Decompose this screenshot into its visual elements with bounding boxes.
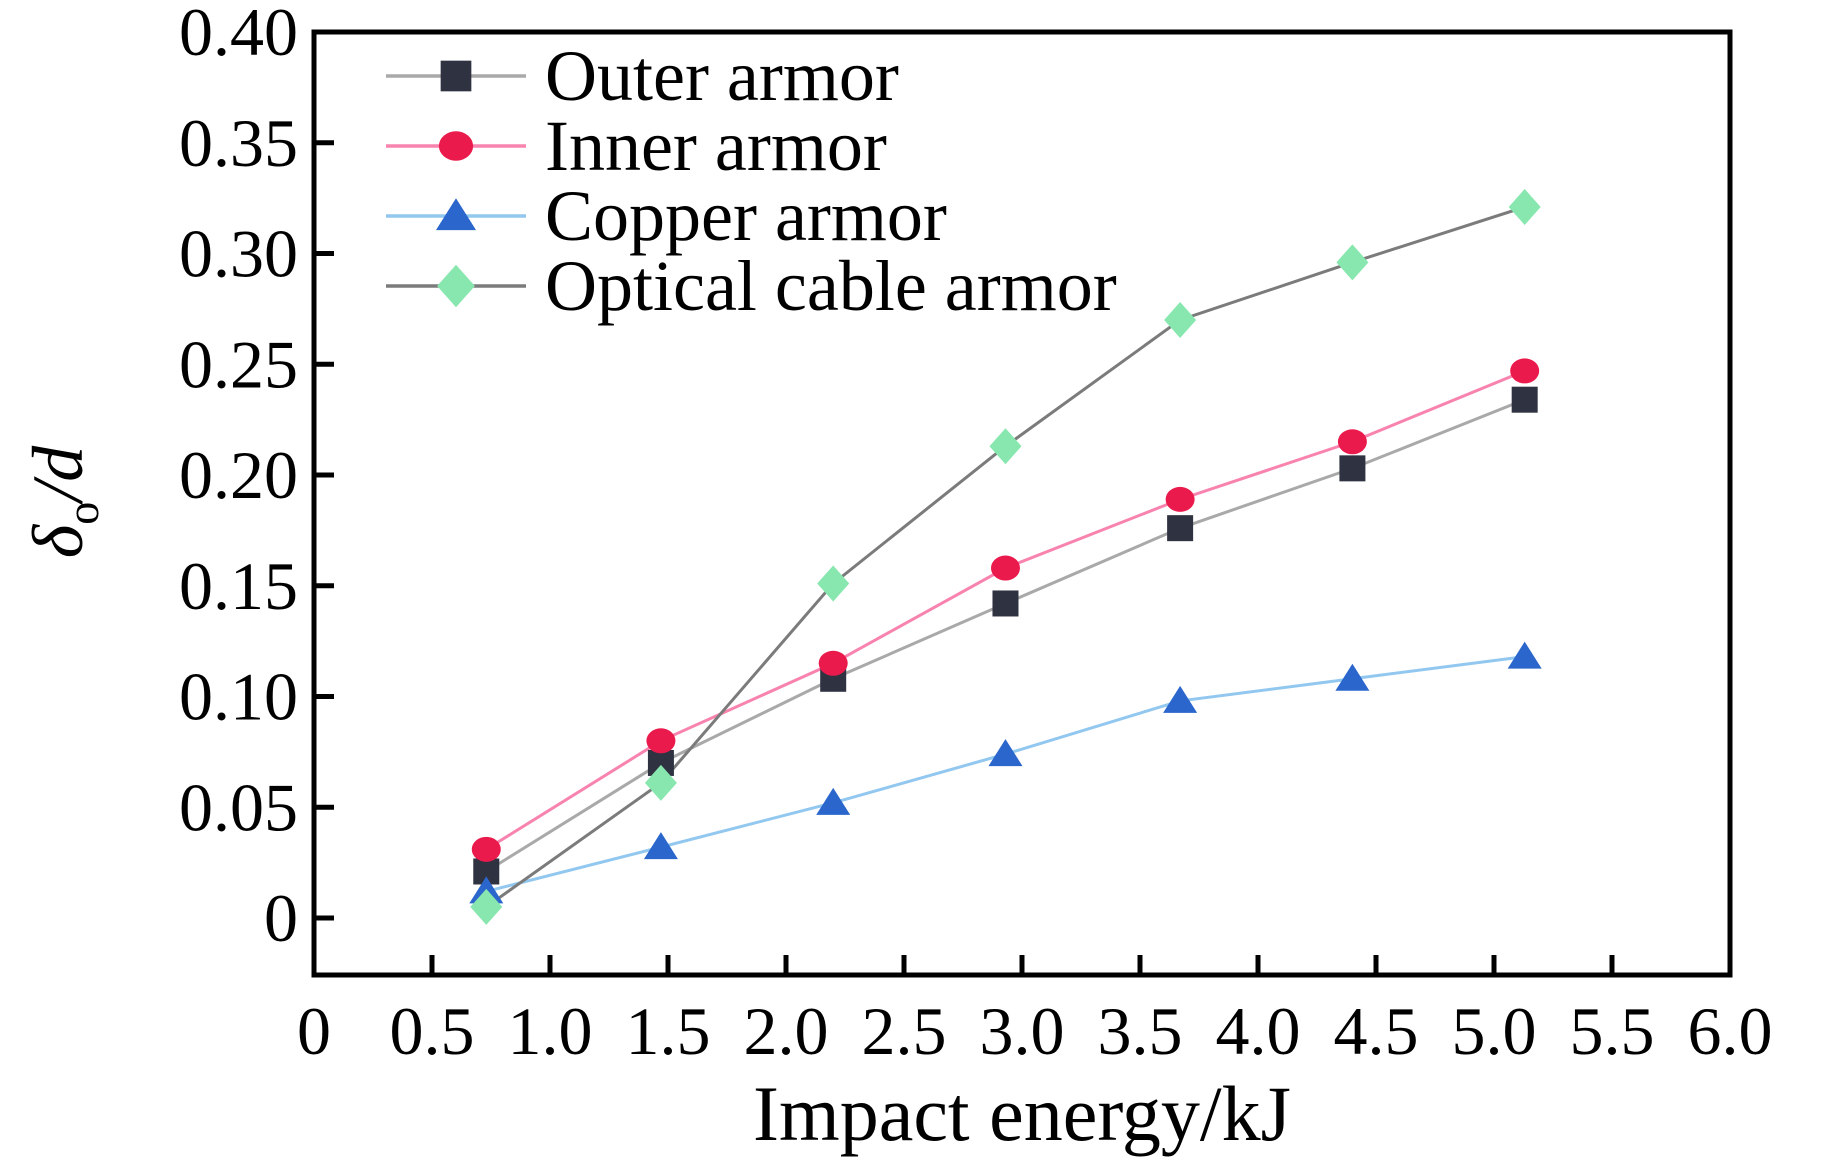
data-point-optical-cable-armor <box>470 888 503 925</box>
data-point-inner-armor <box>1337 429 1367 455</box>
legend-item-copper-armor: Copper armor <box>386 176 947 256</box>
x-tick-label: 3.5 <box>1098 993 1183 1069</box>
data-point-outer-armor <box>1511 386 1538 413</box>
data-point-inner-armor <box>471 836 501 862</box>
x-tick-label: 4.5 <box>1334 993 1419 1069</box>
y-tick-label: 0.40 <box>179 0 298 70</box>
data-point-optical-cable-armor <box>644 764 677 801</box>
data-point-optical-cable-armor <box>989 428 1022 465</box>
y-axis-title-delta: δ <box>18 523 98 558</box>
y-tick-label: 0.05 <box>179 769 298 845</box>
data-point-inner-armor <box>990 555 1020 581</box>
legend-marker-copper-armor <box>435 198 477 231</box>
y-axis-title: δo/d <box>18 445 108 558</box>
x-tick-label: 5.5 <box>1570 993 1655 1069</box>
series-markers <box>469 188 1542 925</box>
y-tick-label: 0.30 <box>179 216 298 292</box>
y-tick-label: 0 <box>264 880 298 956</box>
x-tick-label: 3.0 <box>980 993 1065 1069</box>
data-point-inner-armor <box>818 650 848 676</box>
legend-label-outer-armor: Outer armor <box>545 36 899 116</box>
x-axis-title: Impact energy/kJ <box>753 1070 1291 1157</box>
y-axis-tick-labels: 0 0.05 0.10 0.15 0.20 0.25 0.30 0.35 0.40 <box>179 0 298 956</box>
y-axis-title-subscript: o <box>57 502 108 525</box>
legend-label-inner-armor: Inner armor <box>545 106 887 186</box>
data-point-inner-armor <box>646 728 676 754</box>
data-point-optical-cable-armor <box>817 565 850 602</box>
data-point-copper-armor <box>1335 663 1370 691</box>
data-point-inner-armor <box>1165 486 1195 512</box>
legend-item-outer-armor: Outer armor <box>386 36 899 116</box>
data-point-outer-armor <box>1167 515 1194 542</box>
y-axis-title-rest: /d <box>18 445 98 506</box>
series-line-outer-armor <box>485 398 1526 873</box>
legend-item-optical-cable-armor: Optical cable armor <box>386 246 1117 326</box>
data-point-copper-armor <box>643 832 678 860</box>
x-tick-label: 2.0 <box>744 993 829 1069</box>
legend-label-copper-armor: Copper armor <box>545 176 947 256</box>
x-tick-label: 6.0 <box>1688 993 1773 1069</box>
x-tick-label: 4.0 <box>1216 993 1301 1069</box>
x-tick-label: 0 <box>297 993 331 1069</box>
x-tick-label: 5.0 <box>1452 993 1537 1069</box>
data-point-copper-armor <box>816 787 851 815</box>
x-tick-label: 1.5 <box>626 993 711 1069</box>
x-axis-tick-labels: 0 0.5 1.0 1.5 2.0 2.5 3.0 3.5 4.0 4.5 5.0 5.5 6.0 <box>297 993 1773 1069</box>
data-point-outer-armor <box>992 590 1019 617</box>
x-tick-label: 2.5 <box>862 993 947 1069</box>
plot-frame <box>311 29 1733 978</box>
legend-label-optical-cable-armor: Optical cable armor <box>545 246 1117 326</box>
data-point-copper-armor <box>1163 685 1198 713</box>
data-point-inner-armor <box>1510 358 1540 384</box>
data-point-copper-armor <box>988 739 1023 767</box>
x-tick-label: 1.0 <box>508 993 593 1069</box>
x-tick-label: 0.5 <box>390 993 475 1069</box>
y-tick-label: 0.20 <box>179 437 298 513</box>
y-tick-label: 0.10 <box>179 659 298 735</box>
legend-marker-inner-armor <box>438 131 474 161</box>
legend-marker-outer-armor <box>440 60 472 92</box>
y-tick-label: 0.35 <box>179 105 298 181</box>
y-axis-ticks <box>314 140 334 921</box>
legend-marker-optical-cable-armor <box>437 264 475 308</box>
y-tick-label: 0.15 <box>179 548 298 624</box>
data-point-outer-armor <box>1339 455 1366 482</box>
legend-item-inner-armor: Inner armor <box>386 106 887 186</box>
data-point-copper-armor <box>1507 641 1542 669</box>
data-point-optical-cable-armor <box>1508 188 1541 225</box>
x-axis-ticks <box>429 955 1615 975</box>
data-point-optical-cable-armor <box>1336 244 1369 281</box>
y-tick-label: 0.25 <box>179 326 298 402</box>
data-point-optical-cable-armor <box>1164 301 1197 338</box>
